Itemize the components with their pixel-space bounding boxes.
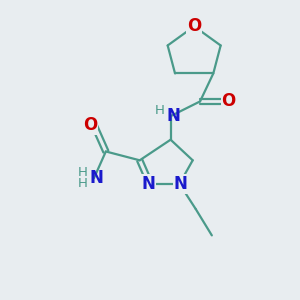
Text: O: O bbox=[187, 17, 201, 35]
Text: O: O bbox=[221, 92, 236, 110]
Text: H: H bbox=[154, 104, 164, 117]
Text: N: N bbox=[174, 175, 188, 193]
Text: O: O bbox=[83, 116, 98, 134]
Text: N: N bbox=[142, 175, 155, 193]
Text: N: N bbox=[166, 107, 180, 125]
Text: H: H bbox=[78, 177, 88, 190]
Text: N: N bbox=[89, 169, 103, 187]
Text: H: H bbox=[78, 166, 88, 178]
